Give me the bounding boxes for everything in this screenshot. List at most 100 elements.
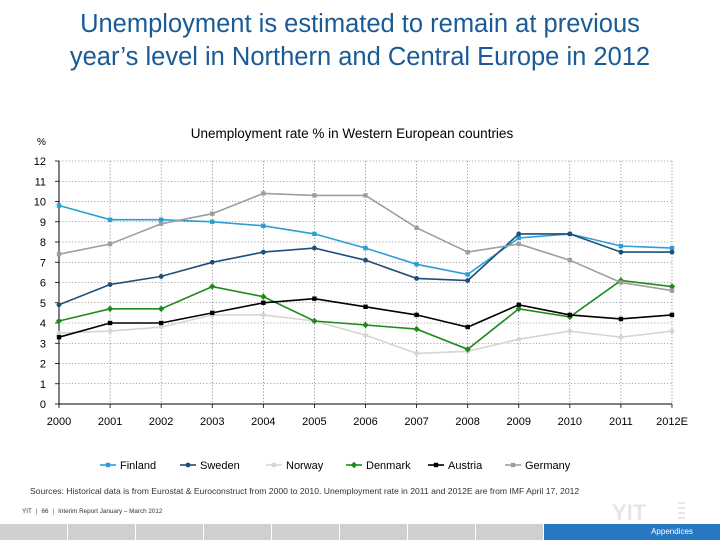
slide-title: Unemployment is estimated to remain at p… [0, 8, 720, 74]
y-tick-label: 11 [35, 176, 46, 188]
data-point-germany [56, 251, 62, 257]
y-tick-label: 12 [34, 156, 46, 168]
data-point-austria [363, 304, 368, 309]
data-point-norway [107, 328, 113, 334]
data-point-germany [516, 241, 521, 247]
nav-section-tab[interactable] [0, 524, 68, 540]
nav-section-tab[interactable] [272, 524, 340, 540]
nav-tab-appendices[interactable]: Appendices [624, 524, 720, 540]
data-point-denmark [260, 293, 267, 300]
series-group [55, 191, 676, 356]
yit-logo-stripe [678, 502, 685, 504]
data-point-germany [669, 288, 675, 293]
y-tick-label: 8 [40, 237, 46, 249]
footer: YIT | 66 | Interim Report January – March 20… [22, 508, 162, 515]
data-point-sweden [516, 231, 522, 237]
data-point-norway [158, 324, 164, 330]
data-point-finland [414, 262, 419, 267]
data-point-germany [465, 249, 470, 255]
nav-section-tab[interactable] [340, 524, 408, 540]
x-tick-label: 2005 [302, 416, 326, 428]
data-point-austria [107, 320, 113, 326]
nav-section-tab[interactable] [136, 524, 204, 540]
data-point-finland [516, 235, 521, 241]
nav-section-tab[interactable] [68, 524, 136, 540]
legend-swatch-marker [433, 462, 439, 468]
data-point-norway [567, 328, 573, 334]
legend-swatch-marker [510, 462, 516, 468]
data-point-finland [363, 245, 368, 251]
y-tick-label: 9 [40, 217, 46, 229]
data-point-sweden [312, 245, 317, 251]
yit-logo-text: YIT [612, 500, 647, 524]
y-tick-label: 3 [40, 338, 46, 350]
yit-logo-stripe [678, 512, 685, 514]
data-point-denmark [209, 283, 216, 290]
data-point-norway [516, 336, 522, 342]
y-tick-label: 6 [40, 278, 46, 290]
unemployment-line-chart: Unemployment rate % in Western European … [34, 126, 688, 472]
data-point-austria [618, 316, 624, 322]
nav-bar-spacer [544, 524, 624, 540]
data-point-denmark [515, 305, 522, 313]
data-point-finland [669, 245, 675, 251]
data-point-finland [465, 272, 470, 277]
data-point-germany [210, 211, 215, 216]
data-point-germany [567, 258, 573, 263]
footer-page-number: 66 [41, 508, 49, 515]
data-point-norway [618, 334, 624, 340]
data-point-finland [158, 217, 164, 222]
x-axis-ticks: 2000 2001 2002 2003 2004 2005 2006 2007 2008 2009… [47, 404, 688, 428]
data-point-norway [56, 330, 62, 336]
legend-label: Norway [286, 460, 324, 472]
data-point-sweden [465, 278, 471, 283]
legend-item-denmark: Denmark [346, 460, 411, 472]
y-tick-label: 2 [40, 359, 46, 371]
x-tick-label: 2011 [609, 416, 633, 428]
data-point-austria [158, 320, 164, 326]
data-point-sweden [56, 302, 62, 308]
footer-separator: | [35, 508, 38, 515]
data-point-finland [261, 223, 266, 228]
data-point-denmark [157, 305, 165, 313]
data-point-denmark [55, 317, 63, 325]
data-point-germany [312, 193, 317, 198]
x-tick-label: 2003 [200, 416, 224, 428]
x-tick-label: 2001 [98, 416, 122, 428]
data-point-sweden [567, 231, 573, 237]
slide-title-line-2: year’s level in Northern and Central Eur… [69, 43, 651, 71]
data-point-sweden [158, 274, 164, 279]
data-point-austria [465, 324, 470, 330]
legend-item-austria: Austria [428, 460, 483, 472]
x-tick-label: 2012E [656, 416, 688, 428]
legend-swatch-marker [350, 461, 358, 469]
x-tick-label: 2006 [353, 416, 377, 428]
data-point-denmark [464, 346, 471, 353]
data-point-sweden [669, 249, 675, 255]
series-austria [56, 296, 675, 340]
legend-label: Denmark [366, 460, 411, 472]
data-point-austria [414, 312, 419, 318]
yit-logo: YIT [612, 500, 685, 524]
nav-section-tab[interactable] [476, 524, 544, 540]
y-tick-label: 7 [40, 257, 46, 269]
x-tick-label: 2010 [558, 416, 582, 428]
yit-logo-stripe [678, 517, 685, 519]
data-point-norway [414, 350, 419, 356]
legend-item-sweden: Sweden [180, 460, 240, 472]
legend-swatch-marker [185, 462, 191, 468]
nav-section-tab[interactable] [408, 524, 476, 540]
data-point-germany [158, 221, 164, 226]
series-sweden [56, 231, 675, 308]
data-point-sweden [414, 276, 419, 281]
nav-section-tab[interactable] [204, 524, 272, 540]
x-tick-label: 2000 [47, 416, 71, 428]
legend-label: Finland [120, 460, 156, 472]
x-tick-label: 2002 [149, 416, 173, 428]
data-point-austria [669, 312, 675, 318]
data-point-sweden [260, 249, 266, 255]
data-point-sweden [209, 259, 215, 265]
legend: Finland Sweden Norway Denmark Austria Germany [100, 460, 571, 472]
legend-item-germany: Germany [505, 460, 571, 472]
